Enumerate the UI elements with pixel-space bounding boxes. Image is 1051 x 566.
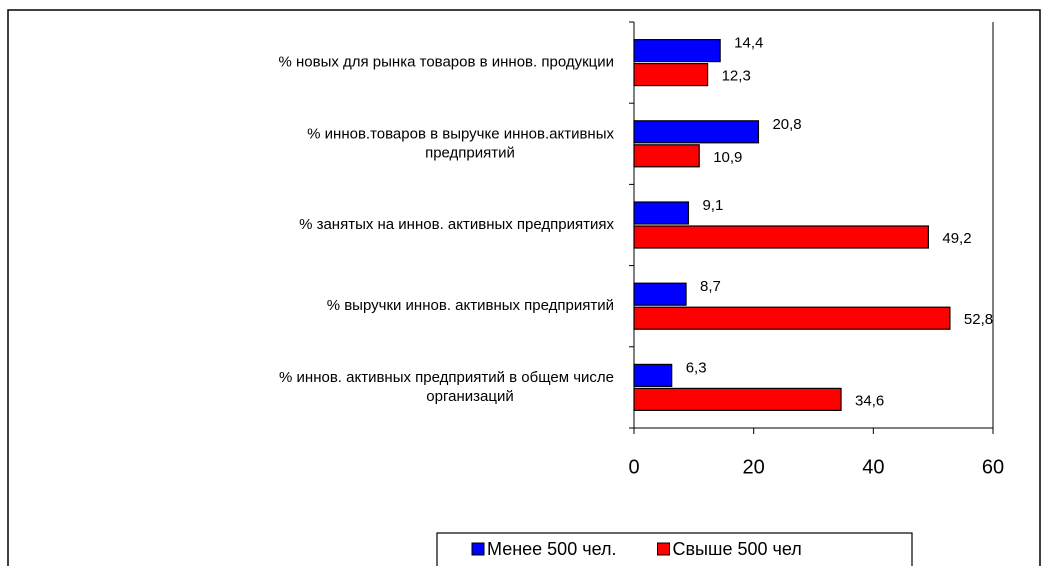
bar	[633, 38, 721, 63]
data-label: 9,1	[702, 197, 723, 214]
data-label: 10,9	[713, 149, 742, 166]
data-label: 8,7	[700, 278, 721, 295]
y-tick-label: % новых для рынка товаров в иннов. проду…	[278, 54, 614, 71]
y-tick-label-line: организаций	[426, 388, 513, 405]
bar	[633, 306, 951, 330]
legend-label: Свыше 500 чел	[673, 539, 802, 559]
bar	[633, 62, 709, 87]
legend-swatch	[657, 542, 670, 556]
data-label: 34,6	[855, 392, 884, 409]
y-tick-label-line: % иннов. активных предприятий в общем чи…	[279, 369, 614, 386]
bar	[633, 201, 690, 225]
y-tick-label: % иннов.товаров в выручке иннов.активных…	[307, 125, 614, 161]
y-tick-label: % иннов. активных предприятий в общем чи…	[279, 369, 614, 405]
legend-swatch	[471, 542, 485, 556]
x-tick-label: 0	[628, 456, 639, 478]
y-tick-label-line: предприятий	[425, 144, 515, 161]
bar	[633, 144, 700, 168]
y-tick-label: % занятых на иннов. активных предприятия…	[299, 216, 614, 233]
data-label: 14,4	[734, 35, 763, 52]
y-tick-label-line: % иннов.товаров в выручке иннов.активных	[307, 125, 614, 142]
bar	[633, 363, 673, 387]
chart-border	[7, 9, 1041, 566]
bar	[633, 282, 687, 306]
legend-label: Менее 500 чел.	[487, 539, 617, 559]
y-tick-label: % выручки иннов. активных предприятий	[327, 297, 614, 314]
data-label: 20,8	[772, 116, 801, 133]
legend-box	[436, 532, 913, 566]
bar	[633, 120, 760, 144]
data-label: 6,3	[686, 359, 707, 376]
data-label: 12,3	[722, 68, 751, 85]
bar	[633, 225, 929, 249]
data-label: 49,2	[942, 230, 971, 247]
x-tick-label: 60	[982, 456, 1004, 478]
data-label: 52,8	[964, 311, 993, 328]
x-tick-label: 40	[862, 456, 884, 478]
bar	[633, 387, 842, 411]
x-tick-label: 20	[743, 456, 765, 478]
